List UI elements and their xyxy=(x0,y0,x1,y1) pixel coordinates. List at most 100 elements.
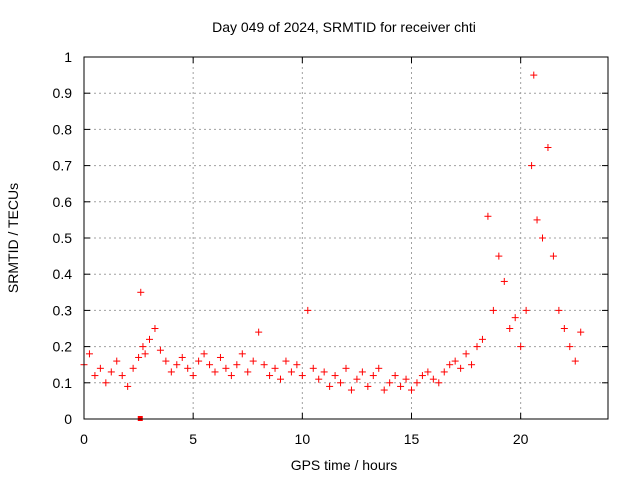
plot-frame xyxy=(83,56,609,420)
data-point xyxy=(462,350,470,358)
data-point xyxy=(555,306,563,314)
data-point xyxy=(418,372,426,380)
data-point xyxy=(358,368,366,376)
data-point xyxy=(304,306,312,314)
data-point xyxy=(282,357,290,365)
data-point xyxy=(500,277,508,285)
data-point xyxy=(244,368,252,376)
data-point xyxy=(320,368,328,376)
data-point xyxy=(156,346,164,354)
data-point xyxy=(391,372,399,380)
data-point xyxy=(113,357,121,365)
x-tick-label: 10 xyxy=(295,431,311,447)
data-point xyxy=(489,306,497,314)
data-point xyxy=(189,372,197,380)
data-point xyxy=(85,350,93,358)
data-point xyxy=(511,314,519,322)
data-point xyxy=(184,364,192,372)
data-point xyxy=(118,372,126,380)
data-point xyxy=(91,372,99,380)
data-point xyxy=(195,357,203,365)
data-point xyxy=(96,364,104,372)
data-point xyxy=(151,325,159,332)
y-tick-label: 0.5 xyxy=(53,230,73,246)
y-tick-label: 0.2 xyxy=(53,339,73,355)
data-point xyxy=(577,328,585,336)
data-point xyxy=(353,375,361,383)
data-point xyxy=(287,368,295,376)
y-tick-label: 0.9 xyxy=(53,85,73,101)
data-point xyxy=(457,364,465,372)
data-point xyxy=(451,357,459,365)
data-point xyxy=(162,357,170,365)
data-point xyxy=(141,350,149,358)
x-tick-label: 0 xyxy=(80,431,88,447)
data-point xyxy=(255,328,263,336)
data-point xyxy=(293,361,301,369)
x-tick-label: 15 xyxy=(404,431,420,447)
y-tick-label: 0.1 xyxy=(53,375,73,391)
data-point xyxy=(495,252,503,260)
data-point xyxy=(206,361,214,369)
data-point xyxy=(173,361,181,369)
data-point xyxy=(233,361,241,369)
data-point xyxy=(271,364,279,372)
grid-lines xyxy=(84,57,608,419)
data-point xyxy=(549,252,557,260)
data-point xyxy=(139,343,147,351)
data-point xyxy=(468,361,476,369)
y-tick-label: 0.8 xyxy=(53,121,73,137)
data-point xyxy=(298,372,306,380)
data-point xyxy=(347,386,355,394)
data-point xyxy=(107,368,115,376)
data-point xyxy=(440,368,448,376)
data-point xyxy=(522,306,530,314)
y-tick-label: 1 xyxy=(64,49,72,65)
data-point xyxy=(178,353,186,361)
chart-title: Day 049 of 2024, SRMTID for receiver cht… xyxy=(212,19,476,35)
data-point xyxy=(539,234,546,242)
data-point xyxy=(424,368,432,376)
data-point xyxy=(375,364,383,372)
y-tick-label: 0 xyxy=(64,411,72,427)
y-tick-label: 0.4 xyxy=(53,266,73,282)
y-tick-label: 0.6 xyxy=(53,194,73,210)
data-point xyxy=(337,379,345,387)
data-point xyxy=(544,144,552,151)
tick-labels: 00.10.20.30.40.50.60.70.80.910 5 10 15 20 xyxy=(53,49,529,447)
data-point xyxy=(369,372,377,380)
data-point xyxy=(517,343,525,351)
y-axis-label: SRMTID / TECUs xyxy=(5,183,21,293)
data-point xyxy=(380,386,388,394)
data-point xyxy=(402,375,410,383)
data-point xyxy=(566,343,574,351)
data-point xyxy=(413,379,421,387)
data-points xyxy=(80,71,585,421)
data-point xyxy=(397,382,405,390)
data-point xyxy=(342,364,350,372)
data-point xyxy=(124,382,132,390)
data-point xyxy=(102,379,110,387)
data-point xyxy=(135,353,143,361)
data-point xyxy=(533,216,541,224)
data-point xyxy=(506,325,514,332)
data-point xyxy=(528,162,536,170)
data-point xyxy=(167,368,175,376)
y-tick-label: 0.3 xyxy=(53,302,73,318)
data-point xyxy=(364,382,372,390)
data-point xyxy=(238,350,246,358)
data-point xyxy=(266,372,274,380)
data-point xyxy=(315,375,323,383)
data-point xyxy=(222,364,230,372)
x-axis-label: GPS time / hours xyxy=(291,457,398,473)
data-point xyxy=(473,343,481,351)
x-tick-label: 20 xyxy=(513,431,529,447)
data-point xyxy=(277,375,284,383)
y-tick-label: 0.7 xyxy=(53,158,73,174)
data-point xyxy=(211,368,219,376)
data-point xyxy=(560,325,568,332)
data-point xyxy=(331,372,339,380)
data-point xyxy=(386,379,394,387)
data-point xyxy=(200,350,208,358)
